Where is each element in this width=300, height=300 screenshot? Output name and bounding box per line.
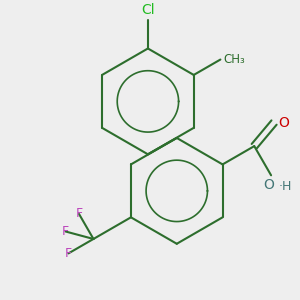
- Text: O: O: [264, 178, 274, 192]
- Text: ·H: ·H: [279, 180, 292, 193]
- Text: F: F: [62, 225, 69, 238]
- Text: Cl: Cl: [141, 3, 155, 17]
- Text: O: O: [278, 116, 289, 130]
- Text: F: F: [65, 247, 72, 260]
- Text: F: F: [76, 208, 82, 220]
- Text: CH₃: CH₃: [223, 53, 245, 66]
